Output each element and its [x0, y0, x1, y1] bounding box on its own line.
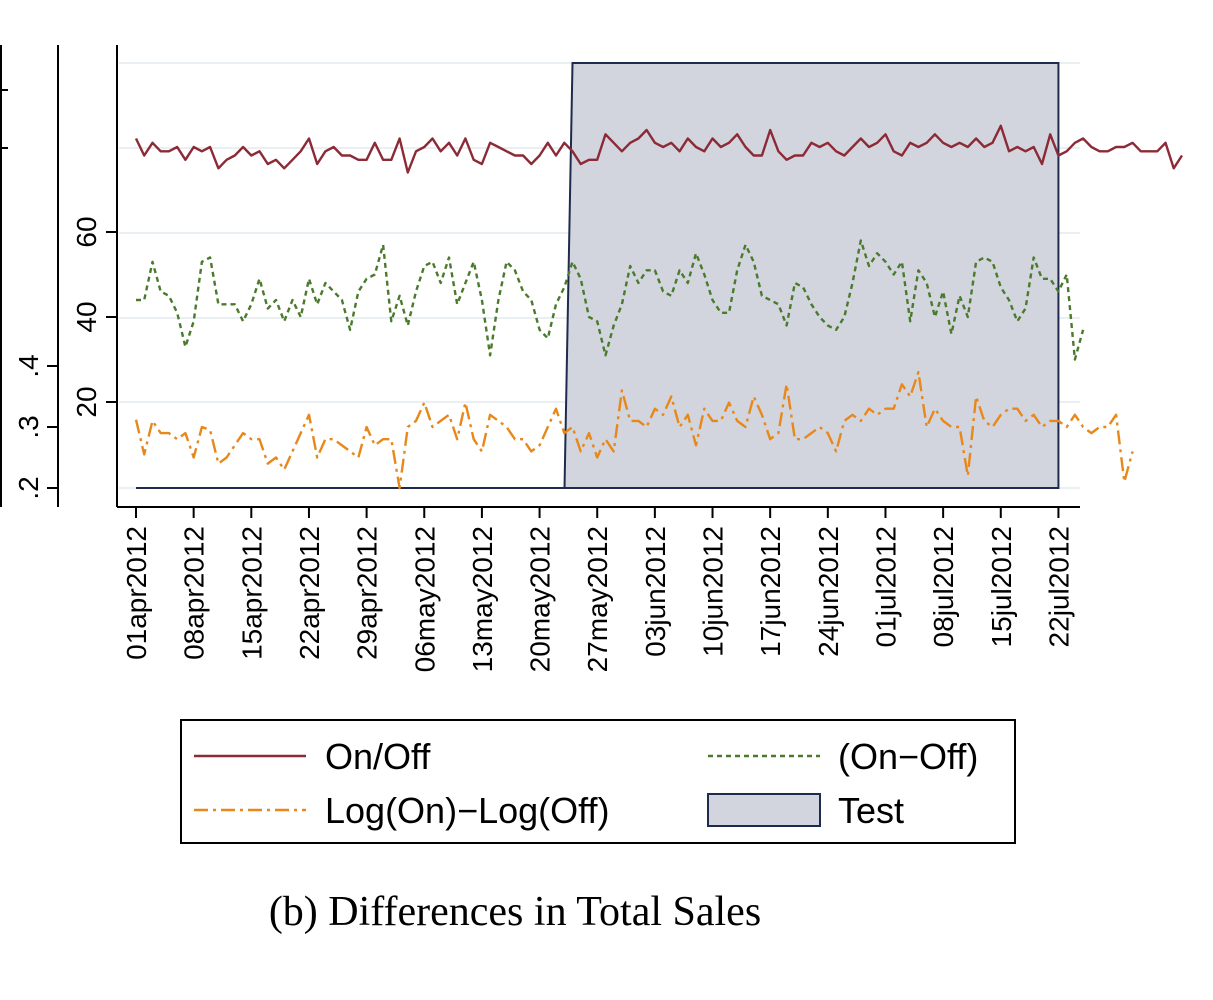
series-line-0: [134, 124, 1184, 174]
x-tick-label-5: 06may2012: [409, 526, 440, 672]
x-tick-label-16: 22jul2012: [1043, 526, 1074, 647]
y-tick-label-mid-0: 20: [71, 386, 102, 417]
y-tick-label-mid-1: 40: [71, 301, 102, 332]
x-tick-label-6: 13may2012: [467, 526, 498, 672]
y-tick-label-left-2: .4: [13, 354, 44, 377]
x-tick-label-9: 03jun2012: [640, 526, 671, 657]
legend-swatch-3: [707, 793, 821, 827]
x-tick-label-8: 27may2012: [582, 526, 613, 672]
x-tick-label-12: 24jun2012: [813, 526, 844, 657]
test-area: [136, 62, 1060, 489]
caption: (b) Differences in Total Sales: [268, 889, 762, 935]
x-tick-label-15: 15jul2012: [986, 526, 1017, 647]
legend-label-3: Test: [838, 790, 904, 831]
x-tick-label-11: 17jun2012: [755, 526, 786, 657]
test-area-outline: [136, 62, 1060, 489]
legend-label-1: (On−Off): [838, 736, 978, 777]
x-tick-label-4: 29apr2012: [352, 526, 383, 660]
axes: 20 40 60 .2 .3 .4 01apr2012 08apr2012 15apr2012 2…: [0, 45, 1080, 672]
series-layer: [134, 124, 1184, 490]
y-tick-label-left-1: .3: [13, 415, 44, 438]
x-tick-label-2: 15apr2012: [236, 526, 267, 660]
x-tick-label-14: 08jul2012: [928, 526, 959, 647]
x-tick-label-3: 22apr2012: [294, 526, 325, 660]
x-tick-label-7: 20may2012: [525, 526, 556, 672]
x-tick-label-0: 01apr2012: [121, 526, 152, 660]
x-tick-label-10: 10jun2012: [698, 526, 729, 657]
y-tick-label-left-0: .2: [13, 476, 44, 499]
x-tick-label-13: 01jul2012: [870, 526, 901, 647]
legend: On/Off (On−Off) Log(On)−Log(Off) Test: [180, 719, 1016, 844]
legend-label-0: On/Off: [325, 736, 431, 777]
legend-box: [180, 719, 1016, 844]
series-line-2: [134, 370, 1134, 490]
chart: 20 40 60 .2 .3 .4 01apr2012 08apr2012 15apr2012 2…: [0, 45, 1184, 844]
x-tick-label-1: 08apr2012: [179, 526, 210, 660]
y-tick-label-mid-2: 60: [71, 216, 102, 247]
test-area-fill: [136, 63, 1059, 488]
legend-label-2: Log(On)−Log(Off): [325, 790, 609, 831]
